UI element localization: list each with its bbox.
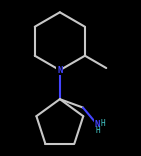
Text: H: H — [96, 126, 100, 135]
Text: N: N — [94, 120, 100, 129]
Text: N: N — [57, 66, 62, 75]
Text: H: H — [101, 119, 106, 128]
